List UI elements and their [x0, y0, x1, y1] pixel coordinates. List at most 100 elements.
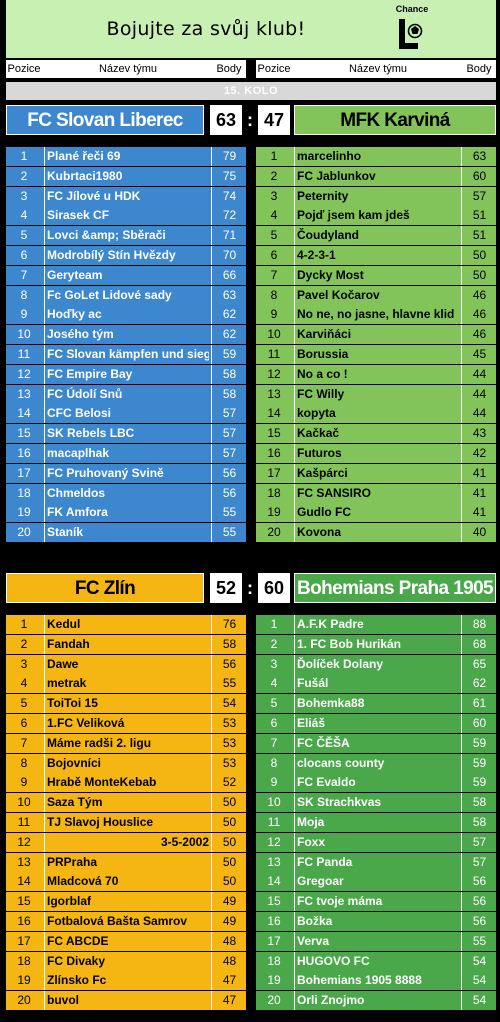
- row-points: 62: [222, 307, 237, 321]
- row-position: 19: [17, 973, 31, 987]
- row-position: 16: [17, 446, 31, 460]
- row-divider: [294, 952, 295, 971]
- row-points: 47: [222, 973, 237, 987]
- row-divider: [44, 853, 45, 872]
- row-position: 14: [267, 406, 281, 420]
- row-team-name: Fc GoLet Lidové sady: [47, 288, 172, 302]
- logo-text: Chance: [395, 4, 429, 14]
- row-points: 44: [472, 387, 487, 401]
- row-divider: [294, 813, 295, 832]
- away-table-row: 5 Bohemka88 61: [256, 694, 496, 713]
- row-points: 72: [222, 208, 237, 222]
- row-points: 44: [472, 367, 487, 381]
- row-divider: [294, 305, 295, 324]
- row-divider: [461, 952, 462, 971]
- row-points: 48: [222, 954, 237, 968]
- row-points: 70: [222, 248, 237, 262]
- row-team-name: Hrabě MonteKebab: [47, 775, 157, 789]
- away-table-row: 11 Moja 58: [256, 813, 496, 832]
- row-divider: [294, 286, 295, 305]
- row-divider: [44, 206, 45, 225]
- row-points: 57: [222, 426, 237, 440]
- row-divider: [211, 714, 212, 733]
- away-table-row: 18 FC SANSIRO 41: [256, 484, 496, 503]
- row-divider: [44, 167, 45, 186]
- away-table-row: 8 clocans county 59: [256, 754, 496, 773]
- row-position: 13: [17, 855, 31, 869]
- row-points: 54: [472, 973, 487, 987]
- row-divider: [461, 694, 462, 713]
- row-divider: [44, 892, 45, 911]
- row-points: 71: [222, 228, 237, 242]
- row-divider: [44, 325, 45, 344]
- home-table-row: 2 Kubrtaci1980 75: [6, 167, 246, 186]
- row-divider: [211, 345, 212, 364]
- row-team-name: Dycky Most: [297, 268, 364, 282]
- row-team-name: No ne, no jasne, hlavne klid: [297, 307, 455, 321]
- row-position: 6: [20, 716, 28, 730]
- row-team-name: Kovona: [297, 525, 342, 539]
- row-divider: [211, 404, 212, 423]
- row-position: 2: [20, 169, 28, 183]
- row-points: 57: [472, 189, 487, 203]
- row-team-name: Geryteam: [47, 268, 103, 282]
- row-divider: [44, 773, 45, 792]
- row-points: 51: [472, 228, 487, 242]
- row-divider: [211, 734, 212, 753]
- row-points: 58: [472, 795, 487, 809]
- row-points: 58: [222, 367, 237, 381]
- row-divider: [211, 206, 212, 225]
- away-table-row: 9 FC Evaldo 59: [256, 773, 496, 792]
- row-position: 18: [267, 954, 281, 968]
- row-position: 19: [267, 505, 281, 519]
- home-table-row: 3 Dawe 56: [6, 655, 246, 674]
- row-points: 50: [472, 248, 487, 262]
- row-divider: [44, 147, 45, 166]
- row-position: 17: [267, 466, 281, 480]
- away-table-row: 1 A.F.K Padre 88: [256, 615, 496, 634]
- row-divider: [294, 793, 295, 812]
- row-divider: [211, 424, 212, 443]
- row-team-name: FC SANSIRO: [297, 486, 372, 500]
- home-table-row: 16 macaplhak 57: [6, 444, 246, 463]
- row-position: 5: [20, 228, 28, 242]
- row-points: 62: [222, 327, 237, 341]
- row-points: 57: [472, 855, 487, 869]
- row-points: 47: [222, 993, 237, 1007]
- row-divider: [294, 464, 295, 483]
- away-table-row: 1 marcelinho 63: [256, 147, 496, 166]
- row-divider: [211, 833, 212, 852]
- row-team-name: Chmeldos: [47, 486, 106, 500]
- row-position: 4: [270, 676, 278, 690]
- row-divider: [461, 226, 462, 245]
- row-divider: [461, 853, 462, 872]
- away-table-row: 19 Bohemians 1905 8888 54: [256, 971, 496, 990]
- row-divider: [294, 655, 295, 674]
- row-position: 8: [20, 288, 28, 302]
- row-divider: [461, 503, 462, 522]
- row-team-name: 3-5-2002: [160, 835, 209, 849]
- home-table-row: 10 Saza Tým 50: [6, 793, 246, 812]
- row-position: 19: [267, 973, 281, 987]
- row-position: 10: [267, 795, 281, 809]
- home-table-row: 13 FC Údolí Snů 58: [6, 385, 246, 404]
- away-table-row: 14 kopyta 44: [256, 404, 496, 423]
- round-label: 15. KOLO: [6, 82, 496, 100]
- row-points: 88: [472, 617, 487, 631]
- row-position: 6: [270, 716, 278, 730]
- row-divider: [461, 523, 462, 542]
- row-team-name: Plané řeči 69: [47, 149, 121, 163]
- row-points: 55: [472, 934, 487, 948]
- row-points: 54: [222, 696, 237, 710]
- row-divider: [294, 991, 295, 1010]
- row-team-name: FC Willy: [297, 387, 345, 401]
- row-team-name: Máme radši 2. ligu: [47, 736, 152, 750]
- row-divider: [211, 615, 212, 634]
- row-divider: [44, 655, 45, 674]
- away-table-row: 16 Božka 56: [256, 912, 496, 931]
- row-divider: [294, 424, 295, 443]
- row-position: 15: [267, 426, 281, 440]
- row-points: 55: [222, 676, 237, 690]
- row-team-name: FC Empire Bay: [47, 367, 133, 381]
- row-position: 14: [267, 874, 281, 888]
